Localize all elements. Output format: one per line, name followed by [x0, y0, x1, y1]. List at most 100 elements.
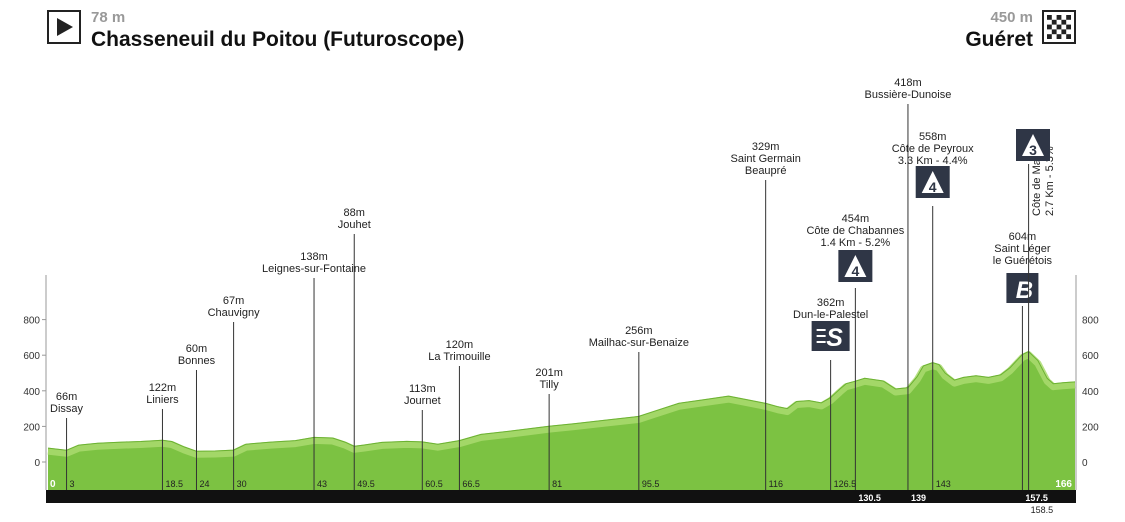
place-altitude: 138m	[300, 251, 328, 263]
y-tick-label-left: 200	[23, 422, 40, 433]
km-end-label: 166	[1055, 479, 1072, 490]
place-altitude: 122m	[149, 382, 177, 394]
speed-line	[816, 341, 826, 343]
place-detail: le Guérétois	[993, 255, 1053, 267]
place-name: Jouhet	[338, 219, 371, 231]
bonus-icon: B	[1016, 277, 1033, 304]
checkered-flag-icon	[1042, 10, 1076, 44]
place-altitude: 88m	[344, 207, 365, 219]
climb-category-number: 4	[929, 179, 937, 195]
speed-line	[816, 335, 826, 337]
km-label: 158.5	[1031, 505, 1054, 515]
place-altitude: 67m	[223, 295, 244, 307]
start-flag-box	[47, 10, 81, 44]
y-tick-label-left: 400	[23, 387, 40, 398]
place-name: Côte de Peyroux	[892, 143, 974, 155]
place-markers: 66mDissay122mLiniers60mBonnes67mChauvign…	[50, 77, 1056, 492]
km-bar: 0 166 3 18.5 24 30 43 49.5 60.5 66.5 81 95.5 116 126.…	[46, 479, 1076, 515]
y-tick-label-right: 600	[1082, 351, 1099, 362]
flag-square	[1056, 34, 1062, 39]
km-label: 157.5	[1025, 493, 1048, 503]
km-start-label: 0	[50, 479, 56, 490]
km-label: 130.5	[858, 493, 881, 503]
finish-name: Guéret	[965, 28, 1033, 51]
place-altitude: 329m	[752, 141, 780, 153]
km-label: 143	[936, 479, 951, 489]
place-name: Dun-le-Palestel	[793, 309, 868, 321]
place-name: La Trimouille	[428, 351, 490, 363]
place-name: Saint Germain	[731, 153, 801, 165]
place-altitude: 362m	[817, 297, 845, 309]
y-tick-label-right: 400	[1082, 387, 1099, 398]
mountain-icon	[1022, 134, 1044, 156]
y-tick-label-right: 800	[1082, 316, 1099, 327]
km-label: 49.5	[357, 479, 375, 489]
play-icon	[57, 18, 73, 36]
elevation-area	[48, 351, 1075, 490]
speed-line	[816, 329, 826, 331]
km-label-box	[1026, 503, 1063, 515]
place-name: Bussière-Dunoise	[865, 89, 952, 101]
place-name: Côte de Chabannes	[806, 225, 904, 237]
km-label: 81	[552, 479, 562, 489]
elevation-ridge	[47, 351, 1076, 458]
km-label: 60.5	[425, 479, 443, 489]
climb-category-number: 3	[1029, 142, 1037, 158]
place-name: Dissay	[50, 403, 84, 415]
place-altitude: 454m	[842, 213, 870, 225]
place-name: Tilly	[540, 379, 560, 391]
flag-square	[1051, 29, 1057, 35]
km-label: 126.5	[834, 479, 857, 489]
climb-category-number: 4	[851, 263, 859, 279]
km-label: 24	[199, 479, 209, 489]
flag-square	[1056, 15, 1062, 20]
place-altitude: 60m	[186, 343, 207, 355]
place-name: Journet	[404, 395, 441, 407]
place-altitude: 201m	[535, 367, 563, 379]
finish-block: 450 m Guéret	[965, 9, 1076, 51]
place-altitude: 418m	[894, 77, 922, 89]
flag-square	[1061, 19, 1067, 25]
climb-details-vertical: 2.7 Km - 5.3%	[1044, 146, 1056, 216]
place-altitude: 120m	[446, 339, 474, 351]
flag-square	[1066, 15, 1071, 20]
km-label: 43	[317, 479, 327, 489]
place-altitude: 113m	[409, 383, 436, 395]
place-altitude: 558m	[919, 131, 947, 143]
flag-square	[1047, 24, 1052, 30]
place-altitude: 256m	[625, 325, 653, 337]
start-block: 78 m Chasseneuil du Poitou (Futuroscope)	[47, 9, 464, 51]
km-label: 18.5	[165, 479, 183, 489]
km-label: 95.5	[642, 479, 660, 489]
km-label: 3	[70, 479, 75, 489]
sprint-icon: S	[826, 324, 843, 352]
km-label: 66.5	[462, 479, 480, 489]
mountain-icon	[844, 255, 867, 277]
y-tick-label-right: 0	[1082, 458, 1088, 469]
start-altitude: 78 m	[91, 9, 125, 26]
y-tick-label-left: 600	[23, 351, 40, 362]
place-detail: 1.4 Km - 5.2%	[821, 237, 891, 249]
place-detail: 3.3 Km - 4.4%	[898, 155, 968, 167]
flag-square	[1047, 34, 1052, 39]
km-label: 116	[769, 479, 783, 489]
y-tick-label-left: 0	[34, 458, 40, 469]
place-name: Saint Léger	[994, 243, 1051, 255]
start-name: Chasseneuil du Poitou (Futuroscope)	[91, 28, 464, 51]
place-detail: Beaupré	[745, 165, 787, 177]
